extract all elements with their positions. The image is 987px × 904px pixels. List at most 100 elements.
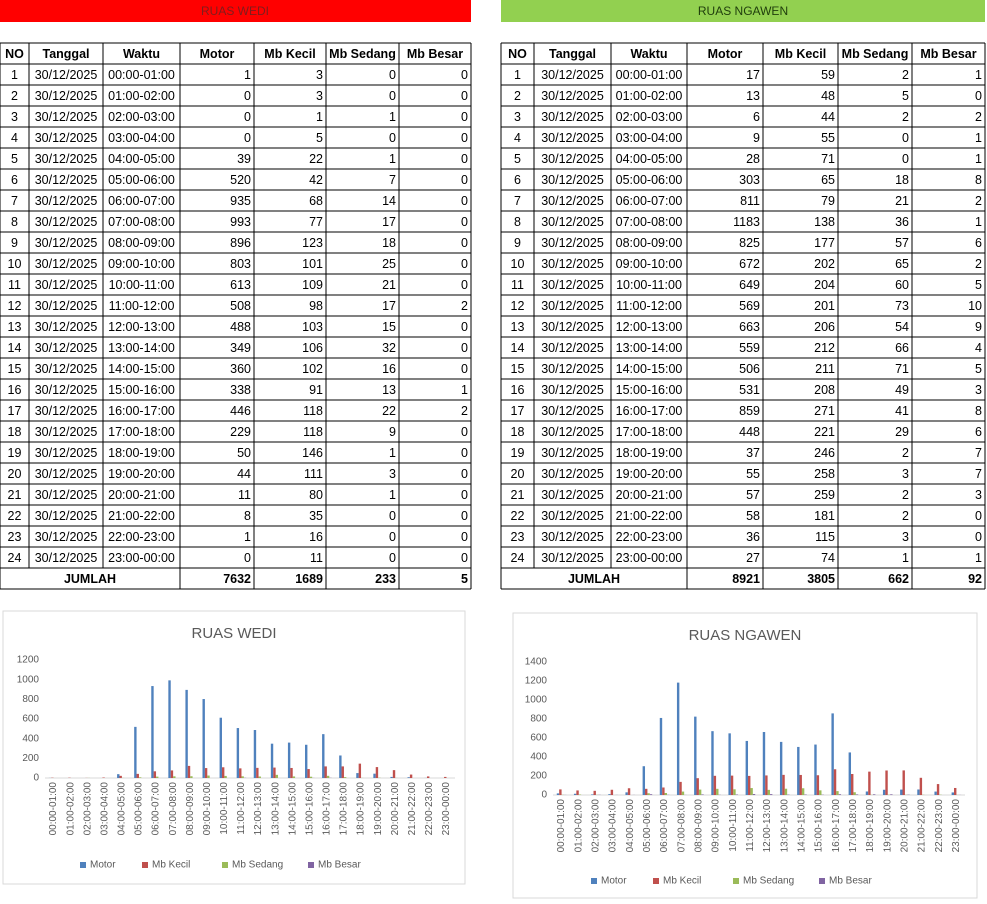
bar — [951, 792, 955, 795]
table-cell: 102 — [302, 362, 323, 376]
bar — [752, 794, 756, 795]
x-tick-label: 01:00-02:00 — [573, 799, 584, 853]
table-cell: 30/12/2025 — [35, 362, 98, 376]
bar — [426, 776, 430, 778]
table-cell: 2 — [902, 446, 909, 460]
x-tick-label: 15:00-16:00 — [814, 799, 825, 853]
y-tick-label: 1400 — [525, 657, 548, 668]
bar — [801, 788, 805, 795]
table-cell: 0 — [461, 509, 468, 523]
x-tick-label: 13:00-14:00 — [779, 799, 790, 853]
table-cell: 8 — [514, 215, 521, 229]
bar — [814, 744, 817, 795]
table-cell: 02:00-03:00 — [108, 110, 175, 124]
table-cell: 11:00-12:00 — [109, 299, 175, 313]
bar — [409, 774, 413, 778]
x-tick-label: 10:00-11:00 — [728, 799, 739, 852]
table-cell: 30/12/2025 — [541, 467, 604, 481]
table-cell: 13 — [746, 89, 760, 103]
bar — [275, 774, 279, 778]
table-cell: 201 — [814, 299, 835, 313]
bar — [745, 740, 749, 795]
table-cell: 109 — [302, 278, 323, 292]
bar — [762, 732, 766, 795]
table-cell: 16 — [309, 530, 323, 544]
table-cell: 0 — [389, 551, 396, 565]
table-cell: 12 — [8, 299, 22, 313]
bar — [270, 743, 274, 778]
table-cell: 0 — [461, 68, 468, 82]
table-cell: 03:00-04:00 — [616, 131, 683, 145]
table-cell: 15:00-16:00 — [616, 383, 683, 397]
bar — [728, 733, 731, 795]
bar — [573, 793, 577, 795]
table-cell: 212 — [814, 341, 835, 355]
table-cell: 13:00-14:00 — [616, 341, 683, 355]
table-cell: 57 — [746, 488, 760, 502]
table-cell: 2 — [461, 404, 468, 418]
table-cell: 803 — [230, 257, 251, 271]
table-cell: 9 — [11, 236, 18, 250]
table-cell: 30/12/2025 — [35, 194, 98, 208]
table-cell: 18 — [382, 236, 396, 250]
table-cell: 65 — [895, 257, 909, 271]
total-value: 662 — [888, 572, 909, 586]
x-tick-label: 02:00-03:00 — [591, 799, 602, 853]
table-cell: 04:00-05:00 — [616, 152, 683, 166]
table-cell: 23 — [511, 530, 525, 544]
table-cell: 11 — [511, 278, 524, 292]
table-cell: 74 — [821, 551, 835, 565]
table-cell: 18:00-19:00 — [616, 446, 683, 460]
table-cell: 204 — [814, 278, 835, 292]
table-cell: 15 — [511, 362, 525, 376]
bar — [610, 789, 614, 795]
bar — [134, 726, 137, 778]
table-cell: 30/12/2025 — [541, 152, 604, 166]
bar — [241, 776, 244, 778]
table-cell: 10:00-11:00 — [109, 278, 175, 292]
table-cell: 24 — [8, 551, 22, 565]
table-cell: 0 — [461, 236, 468, 250]
table-cell: 22 — [8, 509, 22, 523]
bar — [954, 787, 957, 795]
table-cell: 569 — [739, 299, 760, 313]
table-cell: 30/12/2025 — [35, 383, 98, 397]
legend-swatch — [222, 862, 228, 868]
bar — [151, 686, 154, 778]
table-cell: 138 — [814, 215, 835, 229]
bar — [221, 767, 225, 778]
table-cell: 3 — [902, 530, 909, 544]
legend-swatch — [819, 878, 825, 884]
table-cell: 21 — [511, 488, 525, 502]
bar — [170, 770, 174, 778]
bar — [765, 775, 768, 795]
table-cell: 54 — [895, 320, 909, 334]
table-cell: 1 — [461, 383, 468, 397]
y-tick-label: 800 — [22, 694, 39, 705]
column-header: Motor — [708, 47, 743, 61]
x-tick-label: 22:00-23:00 — [424, 782, 435, 836]
table-cell: 0 — [902, 131, 909, 145]
x-tick-label: 00:00-01:00 — [556, 799, 567, 853]
table-cell: 0 — [461, 173, 468, 187]
table-cell: 5 — [975, 362, 982, 376]
table-cell: 106 — [302, 341, 323, 355]
bar — [593, 790, 596, 795]
table-cell: 10 — [511, 257, 525, 271]
bar — [882, 789, 886, 795]
table-cell: 448 — [739, 425, 760, 439]
bar — [799, 774, 802, 795]
table-cell: 9 — [753, 131, 760, 145]
table-cell: 80 — [309, 488, 323, 502]
table-cell: 2 — [975, 110, 982, 124]
table-cell: 3 — [975, 383, 982, 397]
total-label: JUMLAH — [568, 572, 620, 586]
table-cell: 30/12/2025 — [541, 341, 604, 355]
table-cell: 349 — [230, 341, 251, 355]
x-tick-label: 20:00-21:00 — [390, 782, 401, 836]
table-cell: 0 — [902, 152, 909, 166]
column-header: Tanggal — [549, 47, 596, 61]
bar — [358, 763, 362, 778]
table-cell: 3 — [316, 89, 323, 103]
bar — [769, 794, 773, 795]
